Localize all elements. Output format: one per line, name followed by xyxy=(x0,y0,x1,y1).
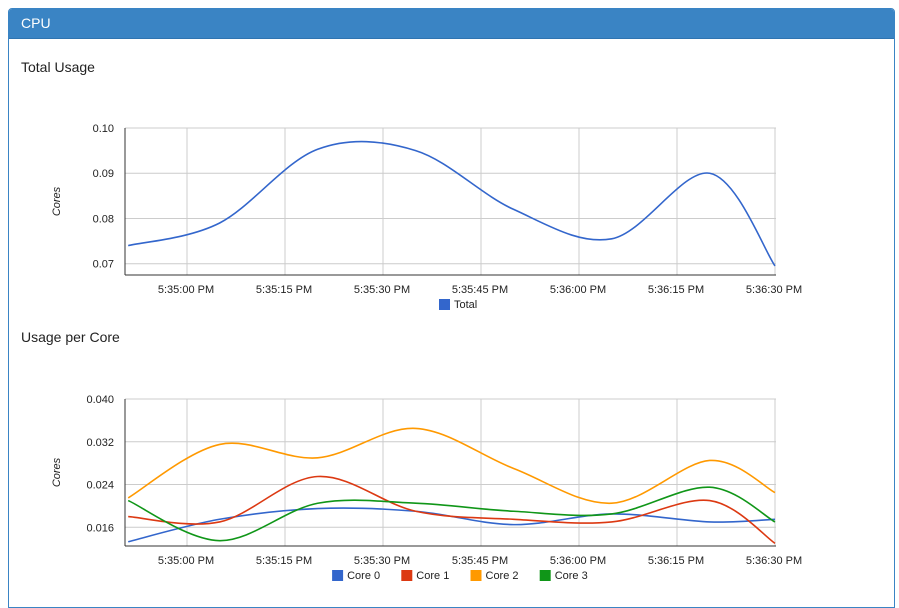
x-tick-label: 5:35:00 PM xyxy=(158,284,214,296)
legend-label: Core 2 xyxy=(486,570,519,582)
legend-label: Core 3 xyxy=(555,570,588,582)
x-tick-label: 5:36:00 PM xyxy=(550,555,606,567)
x-tick-label: 5:36:15 PM xyxy=(648,284,704,296)
y-axis-label: Cores xyxy=(51,186,63,216)
legend-swatch xyxy=(401,570,413,581)
y-tick-label: 0.040 xyxy=(86,394,114,406)
legend-swatch xyxy=(539,570,551,581)
legend-label: Core 1 xyxy=(416,570,449,582)
series-line-core-1 xyxy=(128,475,776,544)
usage-per-core-title: Usage per Core xyxy=(21,329,120,345)
series-line-total xyxy=(128,140,776,267)
total-usage-title: Total Usage xyxy=(21,59,95,75)
x-tick-label: 5:36:30 PM xyxy=(746,555,802,567)
x-tick-label: 5:35:30 PM xyxy=(354,284,410,296)
series-line-core-0 xyxy=(128,507,776,543)
legend-label: Total xyxy=(454,299,477,311)
x-tick-label: 5:35:15 PM xyxy=(256,555,312,567)
legend-swatch xyxy=(332,570,344,581)
x-tick-label: 5:35:00 PM xyxy=(158,555,214,567)
x-tick-label: 5:36:15 PM xyxy=(648,555,704,567)
series-line-core-2 xyxy=(127,427,776,505)
legend-swatch xyxy=(470,570,482,581)
y-tick-label: 0.10 xyxy=(93,123,114,135)
y-tick-label: 0.09 xyxy=(93,168,114,180)
x-tick-label: 5:35:45 PM xyxy=(452,284,508,296)
x-tick-label: 5:36:30 PM xyxy=(746,284,802,296)
x-tick-label: 5:35:30 PM xyxy=(354,555,410,567)
x-tick-label: 5:36:00 PM xyxy=(550,284,606,296)
y-tick-label: 0.024 xyxy=(86,480,114,492)
series-line-core-3 xyxy=(127,486,776,542)
cpu-panel: CPU Total Usage Usage per Core xyxy=(8,8,895,608)
x-tick-label: 5:35:15 PM xyxy=(256,284,312,296)
y-tick-label: 0.032 xyxy=(86,437,114,449)
y-axis-label: Cores xyxy=(51,457,63,487)
x-tick-label: 5:35:45 PM xyxy=(452,555,508,567)
legend-label: Core 0 xyxy=(347,570,380,582)
y-tick-label: 0.016 xyxy=(86,522,114,534)
panel-heading: CPU xyxy=(9,9,894,39)
legend-swatch xyxy=(439,299,450,310)
total-usage-chart: 0.10 0.09 0.08 0.07 5:35:00 PM 5:35:15 PM 5:35… xyxy=(51,123,802,311)
y-tick-label: 0.08 xyxy=(93,213,114,225)
y-tick-label: 0.07 xyxy=(93,259,114,271)
